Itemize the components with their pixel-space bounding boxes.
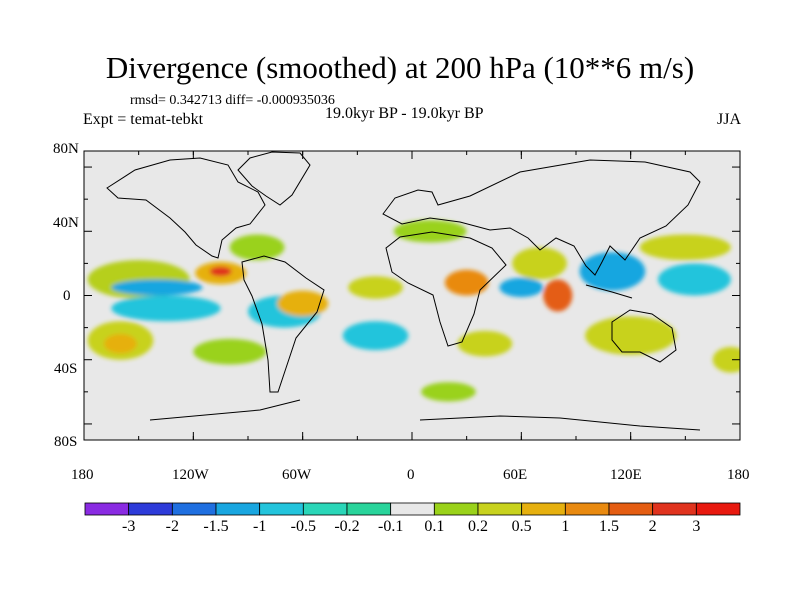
divergence-contour-2 xyxy=(209,266,232,277)
divergence-field xyxy=(87,220,740,402)
divergence-contour-22 xyxy=(457,330,513,357)
colorbar-swatch xyxy=(346,502,392,516)
colorbar-swatch xyxy=(608,502,654,516)
experiment-label: Expt = temat-tebkt xyxy=(83,111,204,128)
colorbar-label: 1 xyxy=(561,518,570,535)
colorbar-swatch xyxy=(521,502,566,516)
rmsd-diff-stats: rmsd= 0.342713 diff= -0.000935036 xyxy=(130,93,335,108)
colorbar-label: 1.5 xyxy=(599,518,619,535)
colorbar-swatch xyxy=(390,502,435,516)
colorbar-swatch xyxy=(695,502,741,516)
divergence-contour-15 xyxy=(499,277,544,298)
colorbar-swatch xyxy=(215,502,261,516)
lat-label-40s: 40S xyxy=(54,361,78,377)
colorbar-label: 2 xyxy=(648,518,657,535)
divergence-contour-13 xyxy=(512,247,567,280)
lon-label-120w: 120W xyxy=(172,467,209,483)
divergence-contour-9 xyxy=(277,290,329,317)
colorbar-label: 3 xyxy=(692,518,701,535)
period-label: 19.0kyr BP - 19.0kyr BP xyxy=(325,105,484,122)
divergence-contour-19 xyxy=(585,316,677,355)
colorbar-label: 0.5 xyxy=(511,518,532,535)
colorbar-swatch xyxy=(652,502,697,516)
divergence-contour-11 xyxy=(348,276,403,299)
divergence-contour-18 xyxy=(639,234,731,261)
lat-label-80n: 80N xyxy=(53,141,79,157)
colorbar-label: -3 xyxy=(121,518,136,535)
lon-label-180e: 180 xyxy=(727,467,750,483)
divergence-contour-16 xyxy=(579,252,646,291)
divergence-contour-24 xyxy=(712,346,740,373)
colorbar-swatch xyxy=(302,502,348,516)
colorbar-swatch xyxy=(171,502,217,516)
season-label: JJA xyxy=(717,111,742,128)
colorbar-swatch xyxy=(477,502,523,516)
divergence-contour-10 xyxy=(342,321,409,351)
colorbar-label: -0.5 xyxy=(290,518,316,535)
divergence-contour-21 xyxy=(421,382,476,402)
coastlines xyxy=(106,151,701,431)
lat-label-eq: 0 xyxy=(63,288,71,304)
colorbar-label: -1.5 xyxy=(203,518,229,535)
colorbar-label: -0.2 xyxy=(334,518,360,535)
lon-label-180w: 180 xyxy=(71,467,94,483)
map-background xyxy=(84,151,740,440)
colorbar-swatch xyxy=(564,502,610,516)
divergence-contour-20 xyxy=(393,220,467,243)
colorbar-label: 0.2 xyxy=(468,518,488,535)
divergence-contour-17 xyxy=(658,263,731,296)
colorbar-swatch xyxy=(433,502,479,516)
axis-ticks xyxy=(83,151,741,440)
divergence-contour-4 xyxy=(111,279,203,296)
colorbar-label: -2 xyxy=(165,518,179,535)
colorbar-swatch xyxy=(128,502,173,516)
lat-label-80s: 80S xyxy=(54,434,78,450)
divergence-contour-6 xyxy=(104,334,137,354)
divergence-contour-23 xyxy=(193,338,267,365)
colorbar-swatch xyxy=(259,502,304,516)
lat-label-40n: 40N xyxy=(53,215,79,231)
lon-label-60e: 60E xyxy=(503,467,528,483)
divergence-contour-7 xyxy=(229,234,285,261)
divergence-contour-12 xyxy=(444,269,489,296)
divergence-contour-3 xyxy=(111,295,221,322)
colorbar-label: -0.1 xyxy=(377,518,404,535)
lon-label-120e: 120E xyxy=(610,467,642,483)
lon-label-60w: 60W xyxy=(282,467,312,483)
divergence-contour-14 xyxy=(543,279,573,312)
plot-title: Divergence (smoothed) at 200 hPa (10**6 … xyxy=(105,50,695,85)
colorbar-swatch xyxy=(84,502,130,516)
colorbar-label: 0.1 xyxy=(424,518,445,535)
colorbar-label: -1 xyxy=(252,518,267,535)
colorbar xyxy=(84,502,741,516)
lon-label-0: 0 xyxy=(407,467,415,483)
